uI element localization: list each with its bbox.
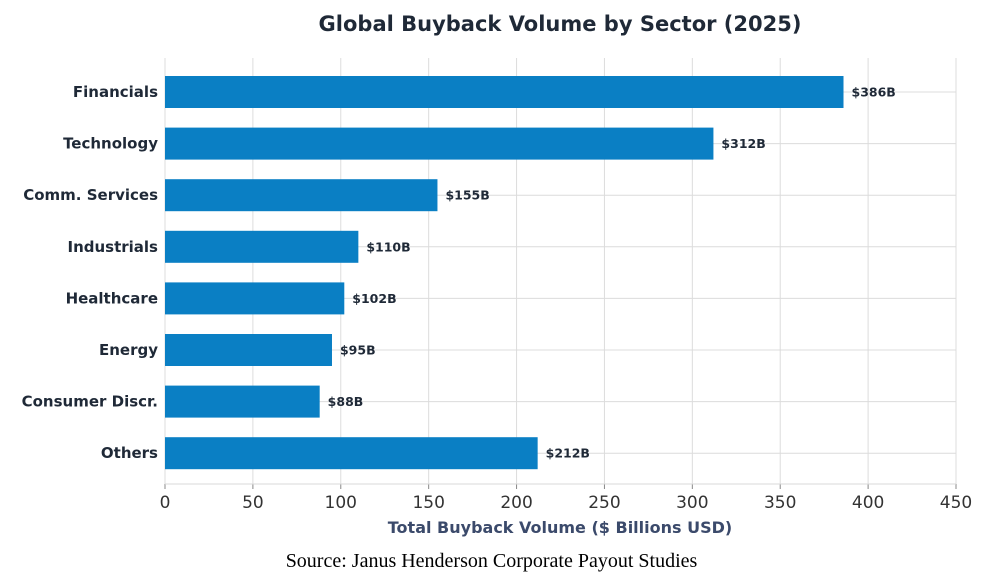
category-label: Consumer Discr. xyxy=(22,393,158,411)
x-tick-label: 0 xyxy=(160,493,171,513)
data-label: $102B xyxy=(352,291,396,306)
data-label: $155B xyxy=(445,188,489,203)
bar xyxy=(165,76,844,108)
data-label: $110B xyxy=(366,239,410,254)
bar xyxy=(165,282,345,315)
category-label: Comm. Services xyxy=(23,186,158,204)
chart-title: Global Buyback Volume by Sector (2025) xyxy=(319,12,802,36)
category-label: Industrials xyxy=(67,238,158,256)
x-axis-ticks: 0 50 100 150 200 250 300 350 400 450 xyxy=(160,484,972,513)
data-label: $95B xyxy=(340,343,376,358)
x-tick-label: 450 xyxy=(940,493,972,513)
bar xyxy=(165,179,438,212)
category-label: Technology xyxy=(63,135,158,153)
data-label: $212B xyxy=(546,446,590,461)
bar xyxy=(165,437,538,470)
category-label: Others xyxy=(101,444,158,462)
x-tick-label: 200 xyxy=(500,493,532,513)
x-tick-label: 250 xyxy=(588,493,620,513)
bar xyxy=(165,385,320,418)
bar xyxy=(165,230,359,263)
source-note: Source: Janus Henderson Corporate Payout… xyxy=(285,550,698,572)
bar xyxy=(165,334,332,366)
bar xyxy=(165,127,714,160)
x-tick-label: 150 xyxy=(412,493,444,513)
category-labels: Financials Technology Comm. Services Indust… xyxy=(22,83,159,462)
data-label: $386B xyxy=(852,85,896,100)
category-label: Energy xyxy=(99,341,158,359)
x-tick-label: 400 xyxy=(852,493,884,513)
data-label: $312B xyxy=(721,136,765,151)
value-labels: $386B $312B $155B $110B $102B $95B $88B $212B xyxy=(328,85,896,461)
x-axis-title: Total Buyback Volume ($ Billions USD) xyxy=(388,518,732,537)
bars xyxy=(165,76,844,470)
x-tick-label: 100 xyxy=(325,493,357,513)
category-label: Healthcare xyxy=(66,289,158,307)
x-tick-label: 350 xyxy=(764,493,796,513)
category-label: Financials xyxy=(73,83,158,101)
grid xyxy=(164,58,957,484)
x-tick-label: 50 xyxy=(242,493,264,513)
x-tick-label: 300 xyxy=(676,493,708,513)
data-label: $88B xyxy=(328,394,364,409)
